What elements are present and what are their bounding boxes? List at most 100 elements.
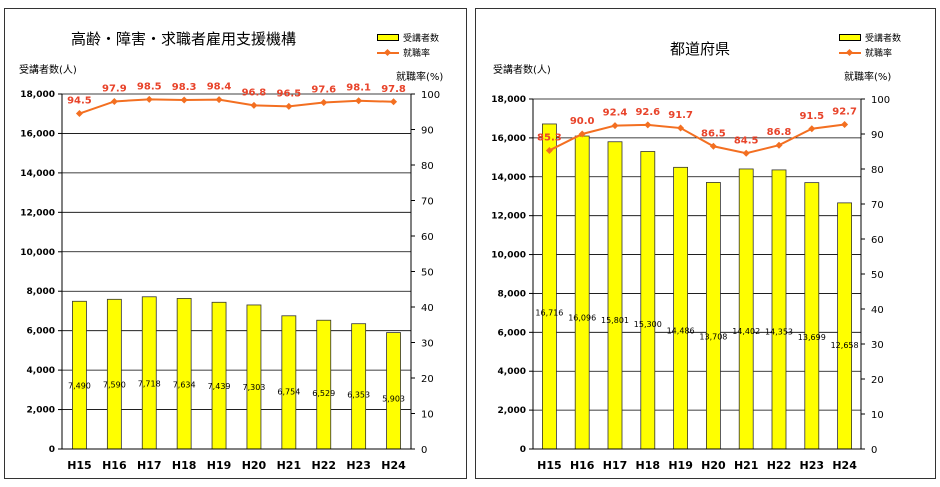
- y2-axis-label: 就職率(%): [396, 72, 444, 83]
- rate-value-label: 86.8: [767, 127, 792, 138]
- bar: [386, 332, 401, 450]
- rate-point: [110, 97, 118, 105]
- rate-point: [677, 124, 685, 132]
- rate-point: [644, 121, 652, 129]
- bar-value-label: 7,718: [138, 380, 161, 389]
- y-tick-label: 12,000: [20, 208, 55, 218]
- y-tick-label: 2,000: [498, 406, 526, 416]
- bar-value-label: 6,353: [347, 391, 370, 400]
- rate-point: [285, 102, 293, 110]
- rate-point: [578, 130, 586, 138]
- rate-point: [215, 96, 223, 104]
- bar: [738, 168, 754, 450]
- legend-bar-swatch: [839, 34, 861, 41]
- y2-tick-label: 20: [421, 374, 434, 385]
- bar: [804, 182, 820, 450]
- y2-tick-label: 10: [421, 410, 434, 421]
- x-tick-label: H20: [242, 459, 267, 472]
- y-tick-label: 8,000: [27, 287, 55, 297]
- x-tick-label: H15: [537, 459, 562, 472]
- x-tick-label: H17: [603, 459, 628, 472]
- y-tick-label: 6,000: [498, 328, 526, 338]
- bar-value-label: 13,699: [798, 333, 826, 342]
- y2-tick-label: 70: [421, 197, 434, 208]
- rate-value-label: 97.9: [102, 83, 127, 94]
- bar: [542, 123, 557, 450]
- x-tick-label: H22: [767, 459, 792, 472]
- rate-value-label: 92.7: [832, 107, 857, 118]
- x-tick-label: H22: [311, 459, 336, 472]
- y2-tick-label: 70: [871, 200, 884, 211]
- legend: 受講者数 就職率: [377, 30, 439, 60]
- x-tick-label: H19: [207, 459, 232, 472]
- y2-tick-label: 60: [421, 232, 434, 243]
- bar: [673, 166, 689, 450]
- rate-value-label: 98.3: [172, 82, 197, 93]
- x-tick-label: H23: [800, 459, 825, 472]
- x-tick-label: H23: [346, 459, 371, 472]
- rate-point: [775, 141, 783, 149]
- x-tick-label: H24: [381, 459, 406, 472]
- rate-value-label: 90.0: [570, 116, 595, 127]
- rate-point: [355, 97, 363, 105]
- bar-value-label: 16,096: [568, 314, 596, 323]
- y2-tick-label: 40: [421, 303, 434, 314]
- y-tick-label: 16,000: [20, 129, 55, 139]
- legend-label: 受講者数: [403, 34, 440, 44]
- rate-value-label: 98.4: [207, 82, 232, 93]
- x-tick-label: H16: [102, 459, 127, 472]
- chart-title: 高齢・障害・求職者雇用支援機構: [71, 30, 297, 48]
- rate-value-label: 85.3: [537, 132, 562, 143]
- bar-value-label: 14,353: [765, 328, 793, 337]
- rate-line: [548, 123, 845, 155]
- rate-value-label: 96.5: [277, 88, 302, 99]
- y-tick-label: 4,000: [498, 367, 526, 377]
- y-tick-label: 0: [49, 445, 55, 455]
- y-tick-label: 8,000: [498, 289, 526, 299]
- rate-value-label: 91.7: [668, 110, 693, 121]
- rate-point: [841, 121, 849, 129]
- bar: [281, 315, 297, 450]
- rate-point: [742, 149, 750, 157]
- bar: [211, 301, 227, 450]
- x-tick-label: H17: [137, 459, 162, 472]
- legend-item-line: 就職率: [377, 45, 439, 60]
- legend-label: 受講者数: [865, 34, 902, 44]
- chart-panel-right: 0 2,000 4,000 6,000 8,000 10,000 12,000 14,000 1…: [475, 8, 936, 479]
- rate-value-label: 84.5: [734, 135, 759, 146]
- bar: [246, 304, 262, 450]
- bar: [316, 319, 332, 450]
- rate-point: [180, 96, 188, 104]
- bar: [705, 182, 721, 450]
- rate-value-label: 92.6: [635, 107, 660, 118]
- legend-line-swatch: [839, 49, 861, 57]
- bar-value-label: 14,486: [667, 327, 695, 336]
- chart-plot-right: 0 2,000 4,000 6,000 8,000 10,000 12,000 14,000 1…: [491, 95, 890, 472]
- y-tick-label: 18,000: [20, 90, 55, 100]
- y-tick-label: 16,000: [491, 134, 526, 144]
- rate-point: [545, 146, 553, 154]
- rate-point: [611, 122, 619, 130]
- y2-tick-label: 50: [871, 270, 884, 281]
- bar-value-label: 16,716: [535, 309, 563, 318]
- chart-plot-left: 0 2,000 4,000 6,000 8,000 10,000 12,000 14,000 1…: [20, 81, 440, 472]
- y-tick-label: 14,000: [20, 169, 55, 179]
- bar-value-label: 7,634: [173, 380, 196, 389]
- legend-label: 就職率: [865, 49, 893, 59]
- y-tick-label: 4,000: [27, 366, 55, 376]
- rate-point: [808, 125, 816, 133]
- rate-value-label: 97.8: [381, 84, 406, 95]
- y2-axis-label: 就職率(%): [844, 72, 892, 83]
- y-axis-label: 受講者数(人): [493, 65, 551, 76]
- bar-value-label: 14,402: [732, 327, 760, 336]
- x-tick-label: H21: [277, 459, 302, 472]
- rate-value-label: 94.5: [67, 96, 92, 107]
- y2-tick-label: 90: [871, 130, 884, 141]
- y2-tick-label: 20: [871, 375, 884, 386]
- x-tick-label: H15: [67, 459, 92, 472]
- rate-point: [709, 142, 717, 150]
- bar-value-label: 7,439: [208, 382, 231, 391]
- bar: [176, 298, 192, 450]
- legend-bar-swatch: [377, 34, 399, 41]
- y-tick-label: 0: [520, 445, 526, 455]
